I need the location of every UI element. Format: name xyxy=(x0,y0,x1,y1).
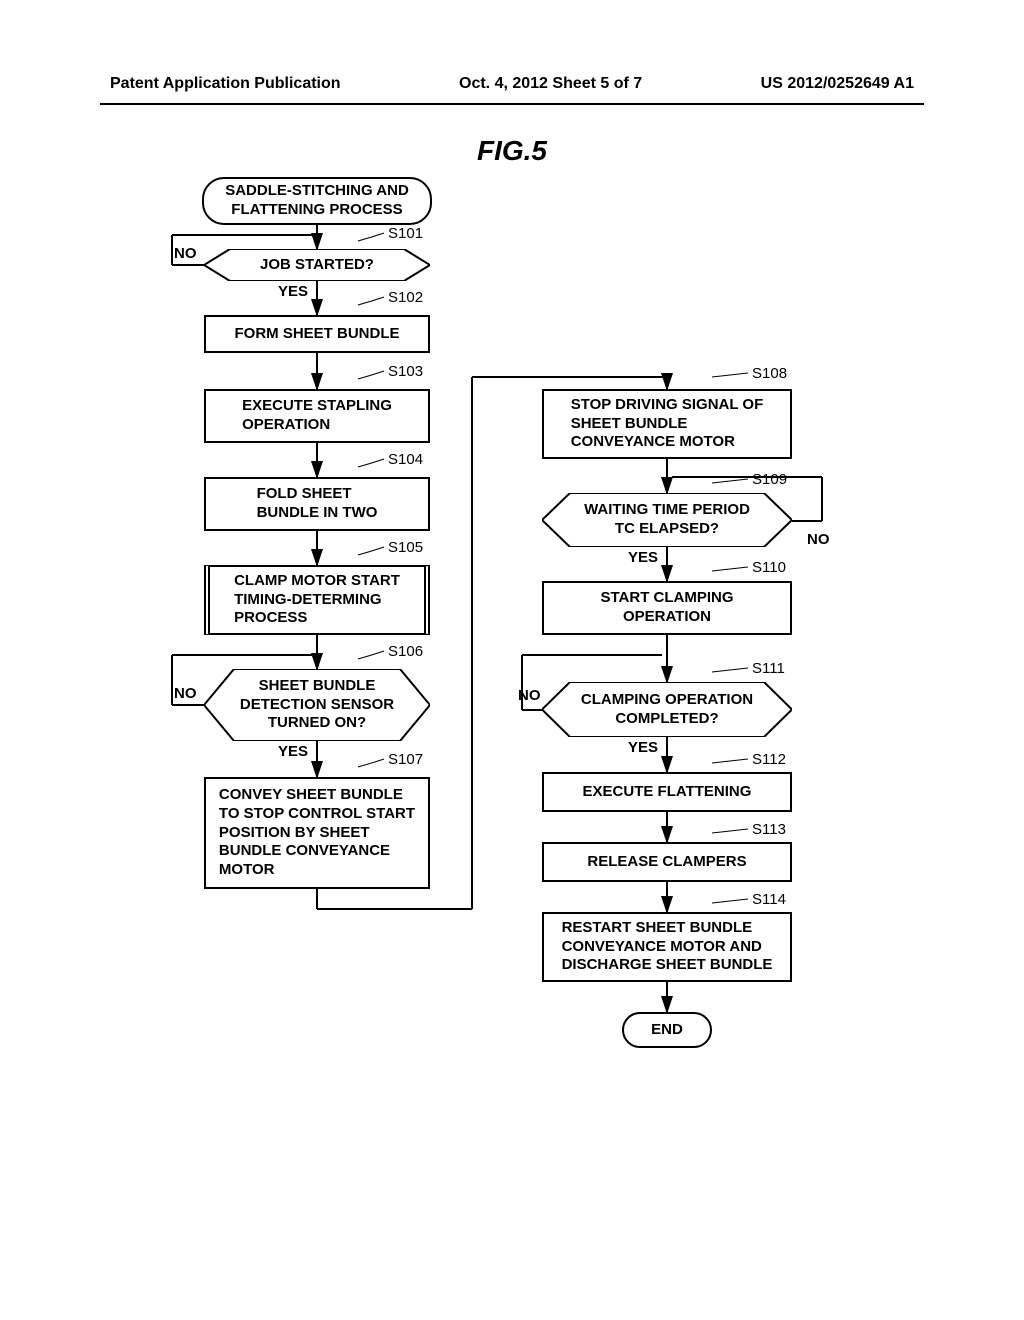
decision-s106: SHEET BUNDLE DETECTION SENSOR TURNED ON? xyxy=(204,669,430,741)
process-s104: FOLD SHEET BUNDLE IN TWO xyxy=(204,477,430,531)
end-terminal: END xyxy=(622,1012,712,1048)
s102-step: S102 xyxy=(388,289,423,306)
s106-step: S106 xyxy=(388,643,423,660)
s102-text: FORM SHEET BUNDLE xyxy=(235,325,400,344)
s105-step: S105 xyxy=(388,539,423,556)
header-left: Patent Application Publication xyxy=(110,75,341,93)
s111-yes-label: YES xyxy=(628,739,658,756)
s105-text: CLAMP MOTOR START TIMING-DETERMING PROCE… xyxy=(234,572,400,628)
s113-step: S113 xyxy=(752,821,786,838)
s101-yes-label: YES xyxy=(278,283,308,300)
process-s112: EXECUTE FLATTENING xyxy=(542,772,792,812)
decision-s111: CLAMPING OPERATION COMPLETED? xyxy=(542,682,792,737)
s112-text: EXECUTE FLATTENING xyxy=(583,783,752,802)
process-s108: STOP DRIVING SIGNAL OF SHEET BUNDLE CONV… xyxy=(542,389,792,459)
start-label: SADDLE-STITCHING AND FLATTENING PROCESS xyxy=(225,182,409,220)
s104-step: S104 xyxy=(388,451,423,468)
decision-s101: JOB STARTED? xyxy=(204,249,430,281)
s111-step: S111 xyxy=(752,660,785,677)
s111-text: CLAMPING OPERATION COMPLETED? xyxy=(559,687,775,733)
s107-text: CONVEY SHEET BUNDLE TO STOP CONTROL STAR… xyxy=(219,786,415,880)
s109-yes-label: YES xyxy=(628,549,658,566)
s110-step: S110 xyxy=(752,559,786,576)
s101-text: JOB STARTED? xyxy=(238,252,396,279)
s103-text: EXECUTE STAPLING OPERATION xyxy=(242,397,392,435)
flowchart-diagram: SADDLE-STITCHING AND FLATTENING PROCESS … xyxy=(112,177,912,1227)
header-divider xyxy=(100,103,924,105)
s114-step: S114 xyxy=(752,891,786,908)
s101-step: S101 xyxy=(388,225,423,242)
subprocess-s105: CLAMP MOTOR START TIMING-DETERMING PROCE… xyxy=(204,565,430,635)
s106-text: SHEET BUNDLE DETECTION SENSOR TURNED ON? xyxy=(218,673,416,737)
s111-no-label: NO xyxy=(518,687,541,704)
s112-step: S112 xyxy=(752,751,786,768)
end-label: END xyxy=(651,1021,683,1040)
process-s102: FORM SHEET BUNDLE xyxy=(204,315,430,353)
s110-text: START CLAMPING OPERATION xyxy=(600,589,733,627)
figure-title: FIG.5 xyxy=(0,135,1024,167)
process-s113: RELEASE CLAMPERS xyxy=(542,842,792,882)
s104-text: FOLD SHEET BUNDLE IN TWO xyxy=(257,485,378,523)
s106-yes-label: YES xyxy=(278,743,308,760)
s109-no-label: NO xyxy=(807,531,830,548)
s113-text: RELEASE CLAMPERS xyxy=(587,853,746,872)
s107-step: S107 xyxy=(388,751,423,768)
decision-s109: WAITING TIME PERIOD TC ELAPSED? xyxy=(542,493,792,547)
header-center: Oct. 4, 2012 Sheet 5 of 7 xyxy=(459,75,642,93)
process-s107: CONVEY SHEET BUNDLE TO STOP CONTROL STAR… xyxy=(204,777,430,889)
header-right: US 2012/0252649 A1 xyxy=(761,75,914,93)
s106-no-label: NO xyxy=(174,685,197,702)
process-s114: RESTART SHEET BUNDLE CONVEYANCE MOTOR AN… xyxy=(542,912,792,982)
s108-step: S108 xyxy=(752,365,787,382)
process-s103: EXECUTE STAPLING OPERATION xyxy=(204,389,430,443)
s114-text: RESTART SHEET BUNDLE CONVEYANCE MOTOR AN… xyxy=(562,919,773,975)
s101-no-label: NO xyxy=(174,245,197,262)
s109-step: S109 xyxy=(752,471,787,488)
s108-text: STOP DRIVING SIGNAL OF SHEET BUNDLE CONV… xyxy=(571,396,764,452)
start-terminal: SADDLE-STITCHING AND FLATTENING PROCESS xyxy=(202,177,432,225)
s109-text: WAITING TIME PERIOD TC ELAPSED? xyxy=(562,497,772,543)
process-s110: START CLAMPING OPERATION xyxy=(542,581,792,635)
s103-step: S103 xyxy=(388,363,423,380)
